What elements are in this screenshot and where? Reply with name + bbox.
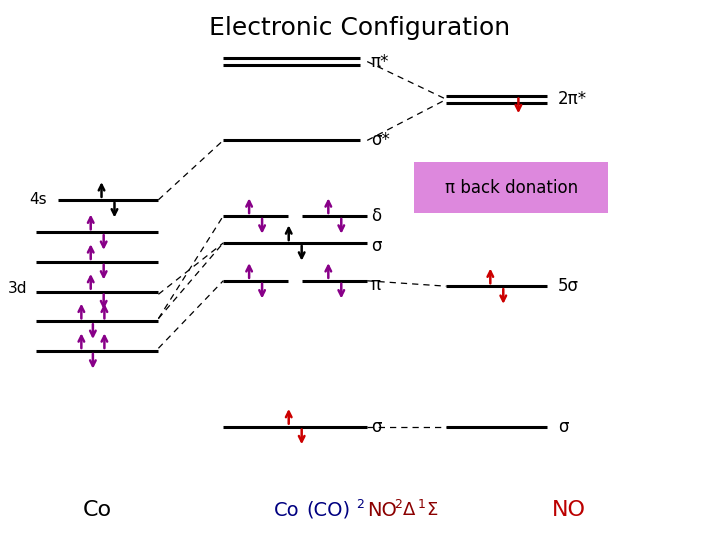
Text: π back donation: π back donation xyxy=(445,179,577,197)
Text: (CO): (CO) xyxy=(307,501,351,520)
Text: Δ: Δ xyxy=(403,501,415,519)
Text: σ*: σ* xyxy=(371,131,390,150)
Text: σ: σ xyxy=(558,417,569,436)
Text: Co: Co xyxy=(83,500,112,521)
Text: 5σ: 5σ xyxy=(558,277,579,295)
Text: δ: δ xyxy=(371,207,381,225)
Text: NO: NO xyxy=(367,501,397,520)
Text: NO: NO xyxy=(552,500,586,521)
Text: Electronic Configuration: Electronic Configuration xyxy=(210,16,510,40)
Text: π: π xyxy=(371,276,381,294)
Text: 2: 2 xyxy=(356,498,364,511)
Text: 2: 2 xyxy=(395,498,402,511)
Text: 1: 1 xyxy=(418,498,426,511)
Text: Σ: Σ xyxy=(426,501,438,519)
Text: Co: Co xyxy=(274,501,300,520)
Text: σ: σ xyxy=(371,237,382,255)
Text: 3d: 3d xyxy=(8,281,27,296)
FancyBboxPatch shape xyxy=(414,162,608,213)
Text: σ: σ xyxy=(371,417,382,436)
Text: π*: π* xyxy=(371,52,390,71)
Text: 2π*: 2π* xyxy=(558,90,587,109)
Text: 4s: 4s xyxy=(30,192,47,207)
